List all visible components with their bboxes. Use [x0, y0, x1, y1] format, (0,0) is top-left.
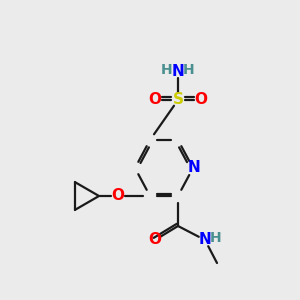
Text: H: H [161, 63, 173, 77]
Text: N: N [172, 64, 184, 80]
Text: O: O [194, 92, 208, 107]
Text: H: H [183, 63, 195, 77]
Text: S: S [172, 92, 184, 107]
Text: H: H [210, 231, 222, 245]
Text: N: N [199, 232, 212, 247]
Text: O: O [148, 232, 161, 247]
Text: O: O [148, 92, 161, 107]
Text: N: N [188, 160, 200, 175]
Text: O: O [112, 188, 124, 203]
